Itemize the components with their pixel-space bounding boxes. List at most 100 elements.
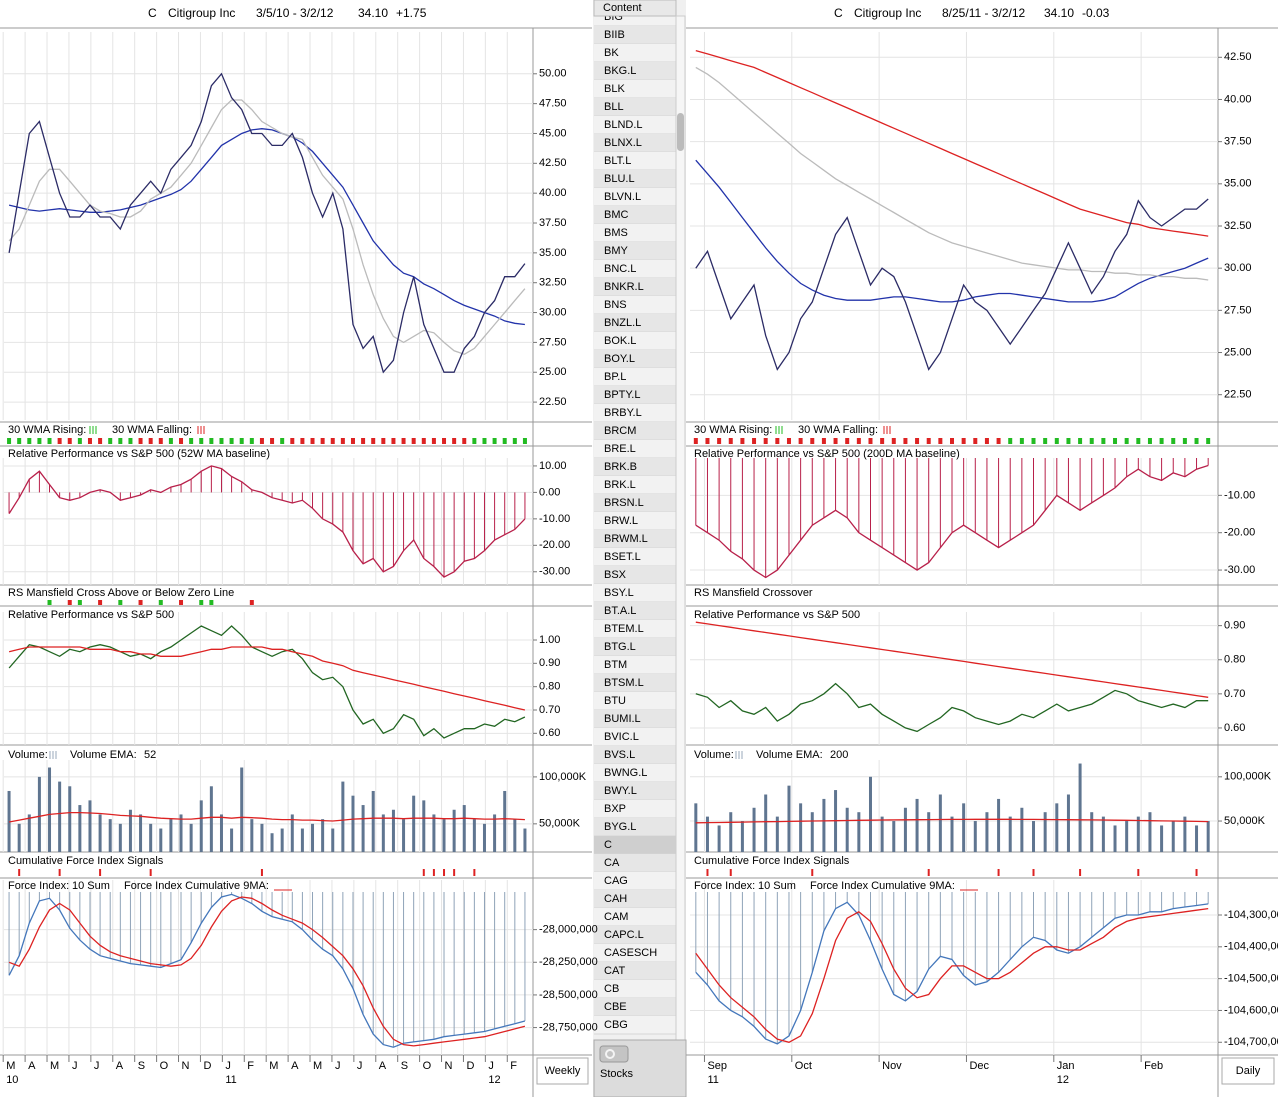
list-row[interactable]: BRW.L [594, 512, 676, 531]
list-row[interactable]: CAT [594, 962, 676, 981]
list-row[interactable]: BRSN.L [594, 494, 676, 513]
list-item: BYG.L [604, 821, 636, 833]
list-row[interactable]: BMC [594, 206, 676, 225]
list-row[interactable]: BT.A.L [594, 602, 676, 621]
list-row[interactable]: BTSM.L [594, 674, 676, 693]
list-row[interactable]: CASESCH [594, 944, 676, 963]
wma-signal [462, 438, 467, 444]
list-row[interactable]: CB [594, 980, 676, 999]
list-item: BTG.L [604, 641, 636, 653]
list-row[interactable]: BRCM [594, 422, 676, 441]
list-row[interactable]: BTM [594, 656, 676, 675]
volume-bar [159, 828, 163, 852]
wma-signal [330, 438, 335, 444]
volume-bar [189, 823, 193, 852]
rs-signal [199, 600, 204, 605]
list-row[interactable]: CA [594, 854, 676, 873]
list-row-bg [594, 728, 676, 746]
list-row[interactable]: BTEM.L [594, 620, 676, 639]
x-tick-label: J [72, 1060, 78, 1072]
list-row[interactable]: BYG.L [594, 818, 676, 837]
list-row[interactable]: BRWM.L [594, 530, 676, 549]
list-row[interactable]: BLVN.L [594, 188, 676, 207]
list-row[interactable]: BWY.L [594, 782, 676, 801]
rp-line [8, 465, 526, 578]
list-row[interactable]: BLNX.L [594, 134, 676, 153]
list-footer-label: Stocks [600, 1068, 634, 1080]
y-tick-label: -104,400,000 [1224, 941, 1278, 953]
volume-bar [331, 828, 335, 852]
list-row[interactable]: BLND.L [594, 116, 676, 135]
list-item: BRSN.L [604, 497, 644, 509]
list-item: BLNX.L [604, 137, 642, 149]
list-row[interactable]: BNC.L [594, 260, 676, 279]
x-tick-label: F [510, 1060, 517, 1072]
list-row[interactable]: BVIC.L [594, 728, 676, 747]
wma-signal [452, 438, 457, 444]
list-row[interactable]: BKG.L [594, 62, 676, 81]
x-year-label: 11 [225, 1074, 236, 1086]
list-row-bg [594, 386, 676, 404]
list-row[interactable]: BRE.L [594, 440, 676, 459]
wma-signal [821, 438, 826, 444]
x-tick-label: S [138, 1060, 145, 1072]
list-row[interactable]: BTU [594, 692, 676, 711]
cfi-signal [453, 869, 456, 876]
list-row[interactable]: BK [594, 44, 676, 63]
list-row[interactable]: CBG [594, 1016, 676, 1035]
list-row[interactable]: BOY.L [594, 350, 676, 369]
volume-bar [321, 819, 325, 852]
list-row[interactable]: BXP [594, 800, 676, 819]
scrollbar-thumb[interactable] [677, 113, 684, 151]
list-row-bg [594, 962, 676, 980]
list-row[interactable]: BLT.L [594, 152, 676, 171]
cfi-title: Cumulative Force Index Signals [694, 855, 850, 867]
list-row[interactable]: C [594, 836, 676, 855]
list-row[interactable]: BRBY.L [594, 404, 676, 423]
list-row-bg [594, 854, 676, 872]
list-row[interactable]: CBE [594, 998, 676, 1017]
x-tick-label: Sep [707, 1060, 727, 1072]
list-row[interactable]: CAH [594, 890, 676, 909]
list-row[interactable]: BLL [594, 98, 676, 117]
list-row-bg [594, 692, 676, 710]
list-row[interactable]: BLK [594, 80, 676, 99]
y-tick-label: 10.00 [539, 460, 567, 472]
volume-bar [1020, 807, 1024, 852]
list-row[interactable]: BRK.L [594, 476, 676, 495]
list-row[interactable]: BP.L [594, 368, 676, 387]
list-row[interactable]: BNS [594, 296, 676, 315]
list-row[interactable]: BPTY.L [594, 386, 676, 405]
wma-signal [199, 438, 204, 444]
list-row[interactable]: BMS [594, 224, 676, 243]
list-row[interactable]: BOK.L [594, 332, 676, 351]
volume-bar [513, 819, 517, 852]
volume-bar [48, 767, 52, 852]
list-row[interactable]: BWNG.L [594, 764, 676, 783]
list-row[interactable]: BNKR.L [594, 278, 676, 297]
list-row-bg [594, 278, 676, 296]
list-row[interactable]: BNZL.L [594, 314, 676, 333]
volume-title: Volume EMA: [756, 749, 823, 761]
list-row[interactable]: CAG [594, 872, 676, 891]
list-row-bg [594, 224, 676, 242]
list-row[interactable]: BLU.L [594, 170, 676, 189]
volume-bar [962, 803, 966, 852]
volume-bar [1136, 816, 1140, 852]
list-row[interactable]: BVS.L [594, 746, 676, 765]
list-row[interactable]: CAPC.L [594, 926, 676, 945]
volume-bar [1078, 763, 1082, 852]
wma-signal [239, 438, 244, 444]
list-row[interactable]: BRK.B [594, 458, 676, 477]
list-row[interactable]: CAM [594, 908, 676, 927]
list-row[interactable]: BMY [594, 242, 676, 261]
list-header-bg [593, 0, 677, 17]
list-row[interactable]: BUMI.L [594, 710, 676, 729]
list-row[interactable]: BSY.L [594, 584, 676, 603]
list-row[interactable]: BTG.L [594, 638, 676, 657]
list-row-bg [594, 116, 676, 134]
list-item: CASESCH [604, 947, 657, 959]
list-row[interactable]: BIIB [594, 26, 676, 45]
list-row[interactable]: BSX [594, 566, 676, 585]
list-row[interactable]: BSET.L [594, 548, 676, 567]
